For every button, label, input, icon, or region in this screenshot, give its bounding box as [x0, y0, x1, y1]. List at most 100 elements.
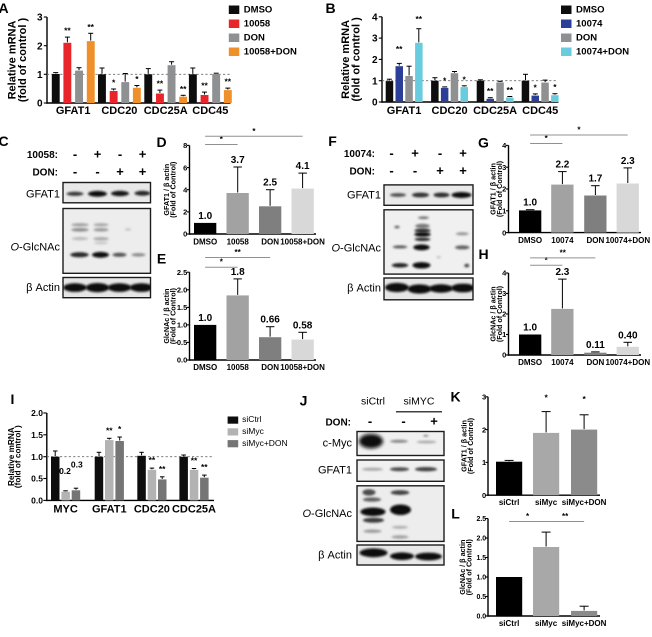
svg-text:DMSO: DMSO [576, 5, 605, 16]
svg-text:CDC25A: CDC25A [172, 504, 216, 516]
svg-text:3.7: 3.7 [231, 155, 245, 166]
svg-text:(fold of control ): (fold of control ) [17, 18, 29, 103]
svg-text:+: + [94, 147, 102, 162]
svg-text:2: 2 [482, 425, 486, 434]
svg-text:0.0: 0.0 [177, 356, 187, 365]
svg-text:*: * [463, 74, 467, 84]
svg-text:1: 1 [502, 207, 506, 216]
svg-text:DMSO: DMSO [193, 238, 217, 247]
svg-text:DON: DON [587, 236, 605, 245]
svg-text:D: D [156, 134, 166, 150]
svg-text:+: + [436, 163, 444, 178]
svg-text:-: - [73, 164, 77, 179]
svg-text:1.0: 1.0 [523, 198, 537, 209]
svg-text:*: * [534, 82, 538, 92]
svg-text:CDC20: CDC20 [134, 504, 170, 516]
svg-text:-: - [413, 163, 417, 178]
svg-text:O-GlcNAc: O-GlcNAc [331, 243, 381, 255]
svg-text:-: - [389, 163, 393, 178]
svg-text:+: + [459, 163, 467, 178]
svg-text:CDC45: CDC45 [192, 105, 228, 117]
svg-text:F: F [328, 133, 337, 149]
svg-text:+: + [139, 147, 147, 162]
svg-text:10074:: 10074: [344, 149, 375, 160]
svg-text:J: J [300, 393, 308, 409]
svg-text:GFAT1: GFAT1 [92, 504, 127, 516]
svg-text:DON: DON [261, 238, 279, 247]
svg-text:DON: DON [576, 33, 597, 44]
svg-text:siCtrl: siCtrl [499, 619, 519, 628]
svg-text:*: * [577, 126, 581, 135]
svg-text:4.1: 4.1 [296, 161, 310, 172]
svg-text:1.5: 1.5 [177, 303, 187, 312]
svg-text:1.0: 1.0 [177, 321, 187, 330]
svg-text:1.0: 1.0 [523, 323, 537, 334]
svg-text:10074: 10074 [551, 236, 574, 245]
svg-text:(Fold of Control): (Fold of Control) [466, 417, 475, 474]
svg-text:0: 0 [502, 228, 506, 237]
svg-text:H: H [478, 246, 488, 262]
svg-text:*: * [582, 394, 586, 404]
svg-text:*: * [443, 75, 447, 85]
svg-text:O-GlcNAc: O-GlcNAc [302, 508, 352, 520]
svg-text:siMyc+DON: siMyc+DON [562, 619, 607, 628]
svg-text:4: 4 [502, 141, 507, 150]
svg-text:2: 2 [502, 185, 506, 194]
svg-text:1.0: 1.0 [31, 452, 43, 462]
svg-text:2.0: 2.0 [31, 408, 43, 418]
svg-text:**: ** [201, 81, 208, 91]
svg-text:**: ** [201, 462, 208, 472]
svg-text:0.5: 0.5 [31, 474, 43, 484]
svg-text:(Fold of Control): (Fold of Control) [495, 160, 504, 217]
svg-text:0.5: 0.5 [476, 594, 486, 601]
svg-text:-: - [95, 164, 99, 179]
svg-text:CDC20: CDC20 [101, 105, 137, 117]
svg-text:(Fold of Control): (Fold of Control) [465, 538, 474, 595]
svg-text:10074+DON: 10074+DON [605, 358, 650, 367]
svg-text:3: 3 [502, 289, 506, 298]
svg-text:DMSO: DMSO [518, 358, 542, 367]
svg-text:DON:: DON: [325, 418, 351, 429]
svg-text:siMyc: siMyc [535, 619, 558, 628]
svg-text:**: ** [562, 512, 569, 521]
svg-text:GFAT1: GFAT1 [56, 105, 91, 117]
svg-text:10074+DON: 10074+DON [605, 236, 650, 245]
svg-text:**: ** [506, 85, 513, 95]
svg-text:*: * [112, 78, 116, 88]
svg-text:8: 8 [183, 141, 187, 150]
svg-text:GFAT1 / β actin: GFAT1 / β actin [460, 420, 469, 472]
svg-text:2.5: 2.5 [263, 178, 277, 189]
svg-text:siMYC: siMYC [404, 396, 435, 408]
svg-text:-: - [401, 414, 405, 429]
svg-text:2.2: 2.2 [555, 160, 569, 171]
svg-text:2.0: 2.0 [177, 286, 187, 295]
svg-text:1.5: 1.5 [31, 430, 43, 440]
svg-text:C: C [0, 133, 9, 149]
svg-text:**: ** [396, 44, 403, 54]
svg-text:2.5: 2.5 [177, 268, 187, 277]
svg-text:+: + [139, 164, 147, 179]
svg-text:GFAT1: GFAT1 [387, 105, 422, 117]
svg-text:**: ** [234, 248, 241, 257]
svg-text:Relative mRNA: Relative mRNA [340, 20, 352, 99]
svg-text:2.3: 2.3 [621, 156, 635, 167]
svg-text:1.0: 1.0 [198, 313, 212, 324]
svg-text:0.11: 0.11 [586, 340, 605, 351]
svg-text:siMyc+DON: siMyc+DON [562, 498, 607, 507]
svg-text:K: K [450, 389, 460, 405]
svg-text:10074: 10074 [576, 19, 603, 30]
svg-text:**: ** [191, 456, 198, 466]
svg-text:(Fold of Control): (Fold of Control) [168, 161, 177, 218]
svg-text:1.5: 1.5 [476, 555, 486, 562]
svg-text:3: 3 [482, 393, 486, 402]
svg-text:B: B [325, 0, 335, 16]
svg-text:0.58: 0.58 [293, 320, 313, 331]
svg-text:*: * [545, 134, 549, 143]
svg-text:CDC25A: CDC25A [144, 105, 188, 117]
svg-text:*: * [118, 424, 122, 434]
svg-text:I: I [11, 391, 15, 407]
svg-text:3: 3 [502, 163, 506, 172]
svg-text:2.3: 2.3 [555, 267, 569, 278]
svg-text:+: + [116, 164, 124, 179]
svg-text:0.3: 0.3 [71, 460, 83, 470]
